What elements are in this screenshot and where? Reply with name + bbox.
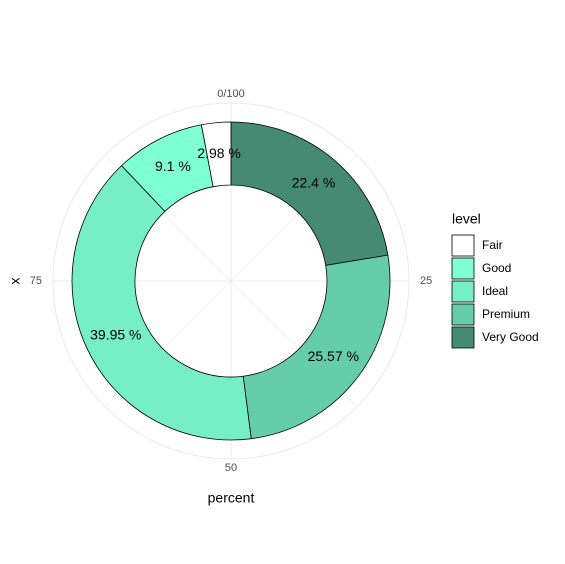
axis-tick-label: 0/100: [217, 88, 245, 100]
donut-segment: [230, 121, 389, 266]
legend-label: Fair: [482, 238, 503, 252]
data-label: 2.98 %: [197, 145, 241, 161]
axis-tick-label: 25: [420, 275, 432, 287]
legend-label: Premium: [482, 307, 530, 321]
axis-tick-label: 75: [30, 275, 42, 287]
data-label: 39.95 %: [90, 326, 141, 342]
donut-segment: [242, 254, 391, 440]
legend-label: Very Good: [482, 330, 539, 344]
donut-segment: [71, 165, 252, 441]
legend-label: Good: [482, 261, 511, 275]
legend-key: [451, 280, 475, 303]
axis-tick-label: 50: [225, 462, 237, 474]
legend-key: [451, 303, 475, 326]
legend-key: [451, 234, 475, 257]
donut-segment: [200, 121, 232, 188]
x-axis-title: percent: [208, 490, 255, 506]
data-label: 22.4 %: [292, 174, 336, 190]
data-label: 9.1 %: [155, 158, 191, 174]
legend-key: [451, 257, 475, 280]
legend-title: level: [452, 211, 481, 227]
y-axis-title: x: [7, 278, 23, 285]
legend-label: Ideal: [482, 284, 508, 298]
data-label: 25.57 %: [308, 348, 359, 364]
legend-key: [451, 326, 475, 349]
